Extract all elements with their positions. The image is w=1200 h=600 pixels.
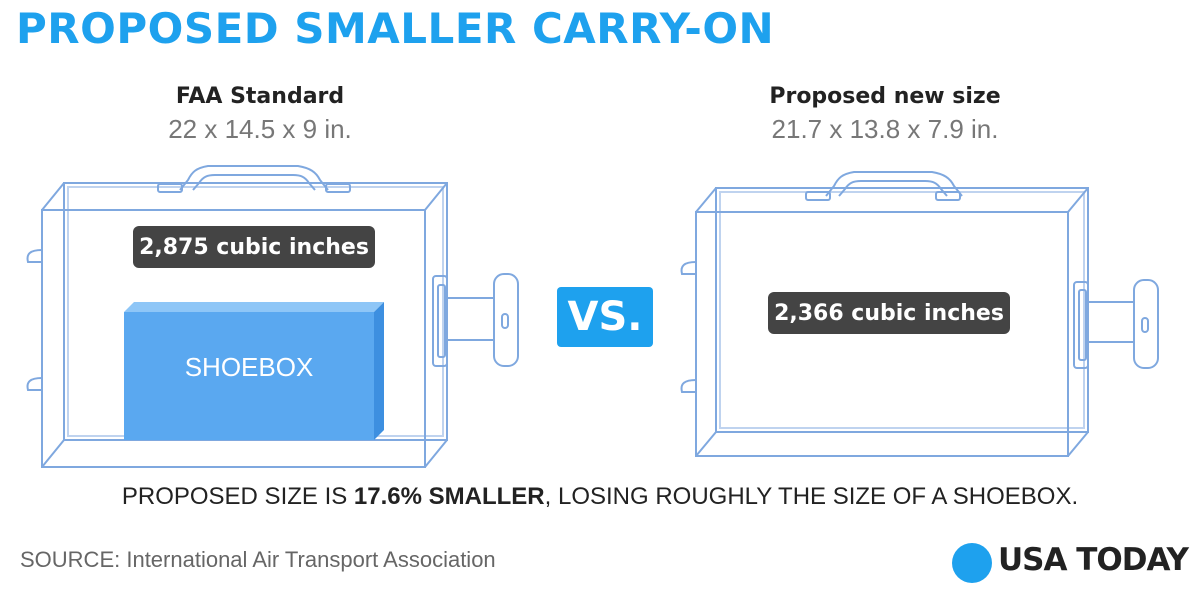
conclusion-prefix: PROPOSED SIZE IS — [121, 483, 354, 510]
conclusion-text: PROPOSED SIZE IS 17.6% SMALLER, LOSING R… — [0, 483, 1200, 511]
left-volume-badge: 2,875 cubic inches — [133, 226, 375, 268]
right-volume-badge: 2,366 cubic inches — [768, 292, 1010, 334]
vs-badge: VS. — [557, 287, 653, 347]
right-caption-dims: 21.7 x 13.8 x 7.9 in. — [771, 114, 999, 144]
shoebox-label: SHOEBOX — [184, 352, 314, 382]
usa-today-logo-text: USA TODAY — [998, 542, 1189, 578]
usa-today-logo-dot-icon — [952, 543, 992, 583]
conclusion-highlight: 17.6% SMALLER — [353, 483, 545, 510]
conclusion-suffix: , LOSING ROUGHLY THE SIZE OF A SHOEBOX. — [544, 483, 1079, 510]
right-caption-name: Proposed new size — [769, 84, 1001, 109]
left-caption-name: FAA Standard — [175, 84, 345, 109]
source-credit: SOURCE: International Air Transport Asso… — [20, 547, 496, 572]
left-caption-dims: 22 x 14.5 x 9 in. — [168, 114, 352, 144]
page-title: PROPOSED SMALLER CARRY-ON — [16, 4, 775, 53]
